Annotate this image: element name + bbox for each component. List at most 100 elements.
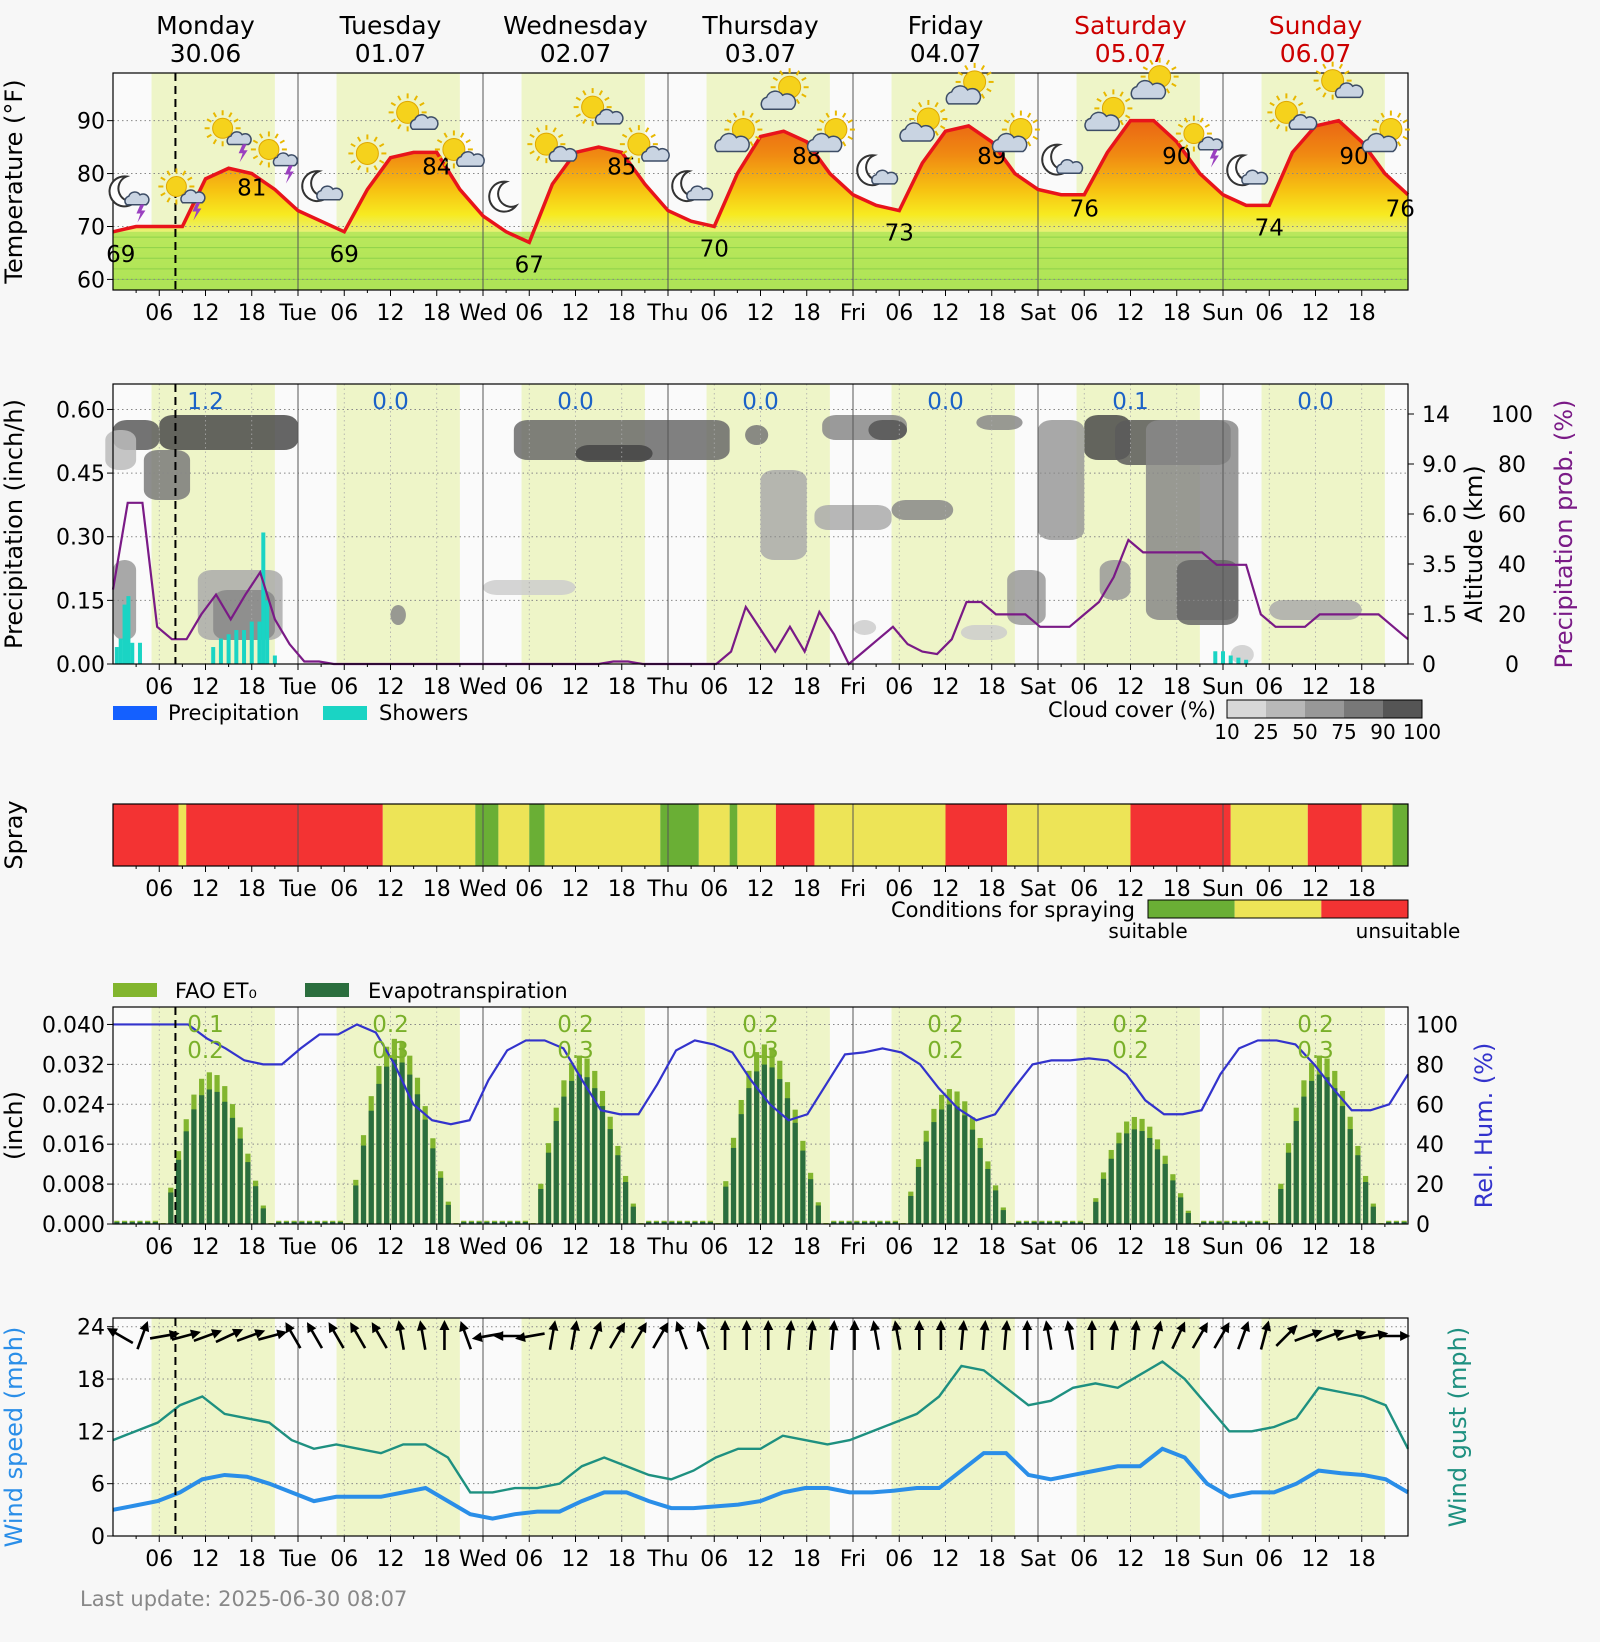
wind-direction-arrow bbox=[652, 1322, 669, 1349]
precip-prob-tick-label: 80 bbox=[1498, 453, 1526, 478]
wind-arrow-head bbox=[1261, 1320, 1272, 1332]
day-date: 04.07 bbox=[910, 39, 982, 68]
wind-direction-arrow bbox=[828, 1320, 839, 1351]
wind-arrow-head bbox=[1355, 1329, 1367, 1340]
wind-direction-arrow bbox=[891, 1320, 902, 1351]
evapotranspiration-bar bbox=[1170, 1180, 1176, 1224]
daily-precip-total: 0.0 bbox=[557, 389, 594, 415]
spray-segment-suitable bbox=[529, 804, 545, 866]
sun-ray bbox=[397, 95, 402, 101]
sun-ray bbox=[934, 102, 939, 108]
evapotranspiration-bar bbox=[993, 1190, 999, 1224]
moon-cloud-icon bbox=[1226, 154, 1269, 187]
evapotranspiration-bar bbox=[1016, 1222, 1022, 1224]
sun-disc bbox=[627, 132, 651, 156]
temperature-lower-zone bbox=[113, 231, 1408, 290]
x-tick-label: 06 bbox=[700, 675, 728, 700]
evapotranspiration-bar bbox=[1000, 1210, 1006, 1224]
sun-ray bbox=[795, 70, 800, 76]
altitude-tick-label: 1.5 bbox=[1422, 603, 1457, 628]
wind-direction-arrow bbox=[548, 1320, 559, 1351]
spray-legend-frame bbox=[1147, 899, 1409, 919]
spray-segment-moderate bbox=[1361, 804, 1393, 866]
wind-direction-arrow bbox=[416, 1320, 427, 1351]
x-tick-label: Sat bbox=[1020, 877, 1056, 902]
x-tick-label: 18 bbox=[978, 1547, 1006, 1572]
sun-ray bbox=[733, 112, 738, 118]
wind-direction-arrow bbox=[870, 1320, 881, 1351]
x-tick-label: 06 bbox=[515, 675, 543, 700]
x-tick-label: 12 bbox=[1117, 1547, 1145, 1572]
wind-direction-arrow bbox=[1171, 1321, 1186, 1350]
evapotranspiration-bar bbox=[1239, 1222, 1245, 1224]
evapotranspiration-bar bbox=[360, 1145, 367, 1224]
temperature-value-label: 84 bbox=[422, 154, 451, 180]
sun-ray bbox=[980, 64, 985, 71]
wind-arrow-head bbox=[395, 1320, 406, 1331]
sun-ray bbox=[419, 102, 425, 107]
temperature-line bbox=[112, 118, 1410, 245]
x-tick-label: 12 bbox=[377, 1547, 405, 1572]
rel-hum-tick-label: 40 bbox=[1416, 1133, 1444, 1158]
wind-direction-arrow bbox=[1130, 1320, 1141, 1351]
cloud-sun-icon bbox=[1361, 110, 1410, 153]
altitude-tick-label: 9.0 bbox=[1422, 453, 1457, 478]
evapotranspiration-bar bbox=[507, 1222, 513, 1224]
showers-bar bbox=[234, 630, 239, 664]
sun-ray bbox=[1397, 141, 1402, 147]
evapotranspiration-bar bbox=[792, 1122, 798, 1224]
x-tick-label: 06 bbox=[1070, 301, 1098, 326]
sun-ray bbox=[529, 133, 535, 139]
evapotranspiration-bar bbox=[499, 1222, 505, 1224]
daily-fao-total: 0.2 bbox=[742, 1012, 779, 1038]
sun-ray bbox=[918, 102, 923, 108]
temperature-value-label: 85 bbox=[607, 154, 636, 180]
wind-direction-arrow bbox=[106, 1328, 134, 1345]
wind-arrow-head bbox=[785, 1320, 796, 1331]
x-tick-label: 18 bbox=[608, 675, 636, 700]
moon-icon bbox=[488, 180, 520, 213]
evapotranspiration-bar bbox=[661, 1222, 667, 1224]
cloud-sun-icon bbox=[945, 62, 994, 105]
rel-hum-tick-label: 0 bbox=[1416, 1213, 1430, 1238]
sun-ray bbox=[252, 139, 259, 144]
evapotranspiration-bar bbox=[1100, 1178, 1107, 1224]
sun-ray bbox=[1184, 144, 1189, 150]
wind-direction-arrow bbox=[1237, 1320, 1250, 1350]
y-tick-label: 18 bbox=[77, 1368, 105, 1393]
evapotranspiration-bar bbox=[299, 1222, 305, 1224]
spray-segment-unsuitable bbox=[945, 804, 1008, 866]
temperature-value-label: 74 bbox=[1255, 215, 1284, 241]
wind-arrow-head bbox=[1198, 1322, 1208, 1334]
evapotranspiration-bar bbox=[1363, 1181, 1369, 1224]
wind-direction-arrow bbox=[806, 1320, 817, 1351]
cloud-cover-legend-tick: 90 bbox=[1370, 720, 1395, 744]
lightning-bolt bbox=[284, 165, 294, 184]
evapotranspiration-bar bbox=[769, 1067, 775, 1224]
daily-et-total: 0.2 bbox=[1112, 1038, 1149, 1064]
spray-legend-unsuitable: unsuitable bbox=[1356, 919, 1461, 943]
sun-ray bbox=[1373, 119, 1380, 124]
lightning-bolt bbox=[1209, 149, 1219, 168]
evapotranspiration-bar bbox=[592, 1088, 598, 1224]
sun-ray bbox=[1165, 59, 1170, 66]
x-tick-label: 12 bbox=[562, 877, 590, 902]
spray-legend-swatch bbox=[1234, 900, 1322, 918]
rel-hum-line bbox=[113, 1023, 1409, 1126]
x-tick-label: Wed bbox=[459, 1547, 507, 1572]
evapotranspiration-bar bbox=[808, 1179, 814, 1224]
sun-ray bbox=[529, 150, 535, 155]
precip-prob-tick-label: 20 bbox=[1498, 603, 1526, 628]
x-tick-label: 12 bbox=[377, 1235, 405, 1260]
evapotranspiration-bar bbox=[206, 1089, 212, 1224]
evapotranspiration-bar bbox=[1386, 1222, 1392, 1224]
spray-legend-suitable: suitable bbox=[1108, 919, 1187, 943]
x-tick-label: 12 bbox=[747, 1547, 775, 1572]
spray-legend-title: Conditions for spraying bbox=[891, 898, 1135, 922]
y-tick-label: 60 bbox=[77, 268, 105, 293]
evapotranspiration-bar bbox=[445, 1204, 451, 1224]
spray-segment-moderate bbox=[737, 804, 776, 866]
cloud-sun-icon bbox=[806, 110, 855, 153]
sun-disc bbox=[165, 175, 187, 197]
